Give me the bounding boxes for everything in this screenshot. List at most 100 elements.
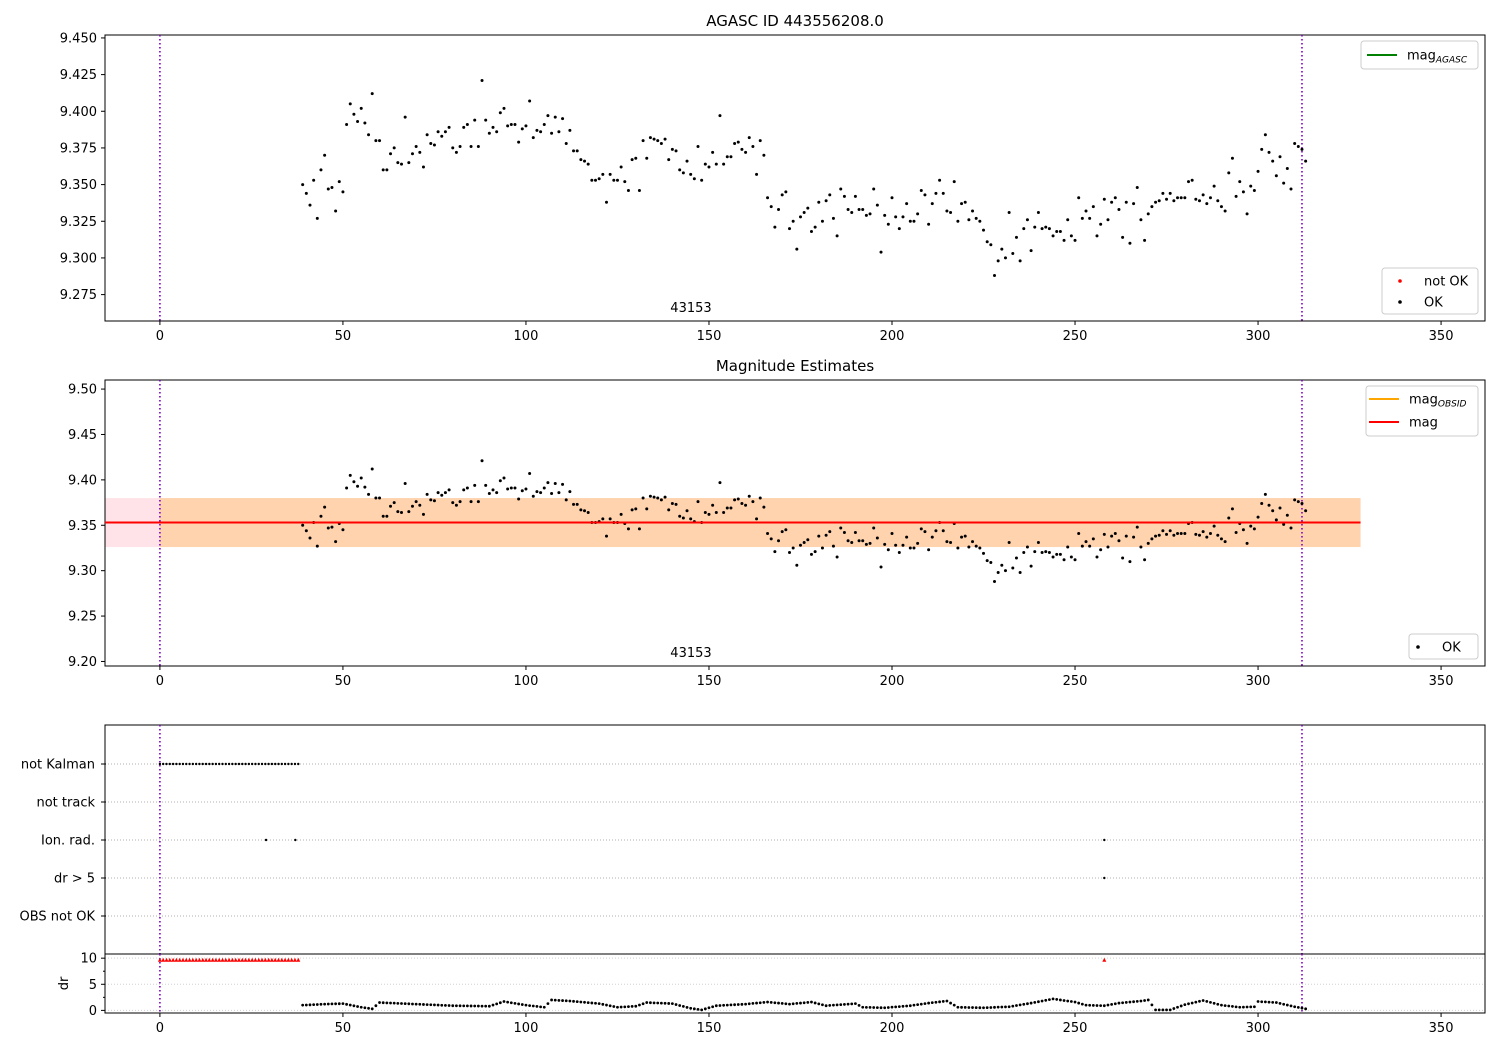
ok-point-p1-218 bbox=[1099, 222, 1103, 226]
flag-point-0-28 bbox=[250, 762, 254, 766]
ok-point-p2-26 bbox=[396, 510, 400, 514]
ok-point-p2-230 bbox=[1143, 558, 1147, 562]
ok-point-p2-185 bbox=[978, 546, 982, 550]
ok-point-p2-113 bbox=[714, 511, 718, 515]
dr-point-306 bbox=[1278, 1001, 1282, 1005]
dr-point-167 bbox=[769, 1000, 773, 1004]
ok-point-p2-28 bbox=[403, 482, 407, 485]
dr-point-218 bbox=[956, 1005, 960, 1009]
ok-point-p1-6 bbox=[323, 153, 327, 157]
ok-point-p1-237 bbox=[1168, 191, 1172, 195]
ok-point-p2-194 bbox=[1011, 566, 1015, 570]
ok-point-p1-100 bbox=[667, 158, 671, 162]
ok-point-p1-114 bbox=[718, 114, 722, 118]
dr-clipped-marker-15 bbox=[207, 957, 212, 962]
dr-clipped-marker-43 bbox=[1102, 957, 1107, 962]
flag-point-0-37 bbox=[280, 762, 283, 766]
dr-point-296 bbox=[1242, 1005, 1245, 1009]
dr-point-109 bbox=[557, 998, 561, 1002]
ok-point-p2-129 bbox=[773, 550, 777, 554]
dr-point-294 bbox=[1234, 1005, 1238, 1009]
dr-point-282 bbox=[1190, 1001, 1194, 1005]
ok-point-p1-112 bbox=[711, 150, 715, 154]
x-tick-label-1-7: 350 bbox=[1429, 329, 1454, 344]
dr-point-184 bbox=[832, 1003, 835, 1007]
ok-point-p2-29 bbox=[407, 510, 411, 514]
ok-point-p1-12 bbox=[345, 122, 349, 126]
ok-point-p2-222 bbox=[1113, 531, 1117, 535]
dr-clipped-marker-40 bbox=[289, 957, 294, 962]
dr-point-43 bbox=[315, 1003, 319, 1006]
ok-point-p1-190 bbox=[996, 259, 1000, 263]
ok-point-p2-187 bbox=[985, 559, 989, 563]
ok-point-p2-155 bbox=[868, 541, 872, 545]
ok-point-p2-0 bbox=[301, 523, 305, 527]
dr-point-52 bbox=[348, 1003, 352, 1007]
ok-point-p1-90 bbox=[630, 158, 634, 162]
flag-point-1-0 bbox=[264, 838, 268, 842]
y-tick-label-1-2: 9.325 bbox=[60, 215, 97, 230]
dr-point-174 bbox=[795, 1002, 799, 1005]
ok-point-p2-204 bbox=[1047, 551, 1051, 555]
ok-point-p1-98 bbox=[659, 142, 663, 146]
flag-point-0-22 bbox=[231, 762, 234, 766]
ok-point-p2-105 bbox=[685, 509, 689, 513]
ok-point-p1-130 bbox=[777, 208, 781, 212]
dr-point-205 bbox=[908, 1004, 912, 1008]
x-tick-label-2-2: 100 bbox=[514, 674, 539, 689]
flag-point-0-23 bbox=[234, 762, 237, 766]
dr-point-179 bbox=[813, 1001, 817, 1005]
flag-point-0-10 bbox=[191, 762, 195, 766]
dr-point-160 bbox=[744, 1002, 747, 1006]
flag-point-0-27 bbox=[247, 762, 251, 766]
ok-point-p1-74 bbox=[572, 149, 576, 153]
dr-point-76 bbox=[436, 1003, 440, 1007]
ok-point-p2-11 bbox=[341, 528, 345, 532]
dr-point-293 bbox=[1231, 1005, 1234, 1008]
dr-point-103 bbox=[535, 1005, 539, 1008]
ok-point-p1-174 bbox=[938, 178, 942, 182]
dr-point-165 bbox=[762, 1000, 766, 1004]
dr-point-312 bbox=[1300, 1006, 1304, 1010]
dr-point-147 bbox=[696, 1007, 700, 1011]
ok-point-p2-76 bbox=[579, 508, 583, 512]
ok-point-p1-154 bbox=[864, 213, 868, 217]
dr-point-136 bbox=[656, 1001, 660, 1005]
dr-point-260 bbox=[1110, 1002, 1114, 1006]
ok-point-p1-171 bbox=[927, 222, 931, 226]
dr-point-123 bbox=[608, 1004, 612, 1008]
flag-point-0-33 bbox=[267, 762, 270, 766]
ok-point-p2-231 bbox=[1146, 541, 1150, 545]
dr-point-257 bbox=[1099, 1004, 1103, 1007]
ok-point-p1-184 bbox=[974, 216, 978, 220]
dr-point-245 bbox=[1055, 998, 1059, 1001]
ok-point-p2-17 bbox=[363, 485, 367, 489]
ok-point-p2-121 bbox=[744, 503, 748, 507]
ok-point-p1-207 bbox=[1058, 230, 1062, 234]
dr-point-206 bbox=[912, 1003, 916, 1007]
ok-point-p1-23 bbox=[385, 168, 389, 172]
dr-point-258 bbox=[1102, 1004, 1106, 1008]
ok-point-p2-30 bbox=[410, 504, 414, 508]
dr-point-286 bbox=[1205, 1000, 1209, 1003]
dr-point-241 bbox=[1040, 999, 1044, 1003]
flag-point-0-18 bbox=[218, 762, 221, 766]
ok-point-p2-266 bbox=[1274, 518, 1278, 522]
ok-point-p2-235 bbox=[1161, 529, 1165, 533]
dr-point-308 bbox=[1285, 1003, 1289, 1007]
dr-point-203 bbox=[901, 1004, 905, 1008]
ok-point-p2-115 bbox=[722, 511, 726, 515]
dr-point-57 bbox=[367, 1006, 370, 1010]
y-tick-label-1-0: 9.275 bbox=[60, 288, 97, 303]
ok-point-p2-169 bbox=[919, 527, 923, 531]
dr-point-75 bbox=[433, 1003, 436, 1007]
flag-point-0-40 bbox=[290, 762, 293, 766]
ok-point-p1-226 bbox=[1128, 241, 1132, 245]
ok-point-p2-255 bbox=[1234, 531, 1238, 535]
ok-point-p1-128 bbox=[769, 205, 773, 209]
flag-point-0-34 bbox=[270, 762, 274, 766]
ok-point-p1-137 bbox=[802, 210, 806, 214]
y-tick-label-1-4: 9.375 bbox=[60, 141, 97, 156]
ok-point-p2-173 bbox=[934, 529, 938, 533]
ok-point-p2-68 bbox=[550, 491, 554, 495]
